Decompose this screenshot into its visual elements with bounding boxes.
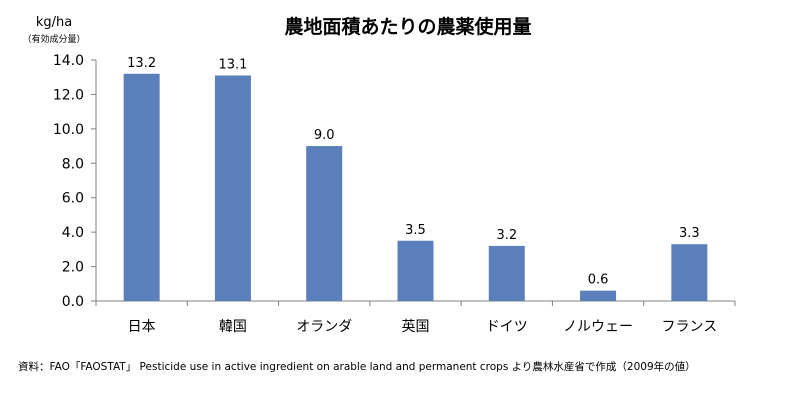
category-label: 韓国 [219,319,247,335]
y-tick-label: 12.0 [53,87,84,103]
y-tick-label: 2.0 [62,260,84,276]
bar [123,73,160,302]
bar [580,290,617,301]
bar [214,75,251,301]
y-axis-unit: kg/ha [36,15,72,30]
y-tick-label: 14.0 [53,53,84,69]
y-tick-label: 8.0 [62,156,84,172]
data-labels: 13.2 13.1 9.0 3.5 3.2 0.6 3.3 [127,56,700,288]
category-label: フランス [661,319,717,335]
data-label: 9.0 [314,128,335,143]
category-label: ドイツ [486,319,528,335]
data-label: 0.6 [588,273,609,288]
y-axis-unit-note: （有効成分量） [22,33,85,45]
y-tick-label: 0.0 [62,294,84,310]
y-tick-labels: 0.0 2.0 4.0 6.0 8.0 10.0 12.0 14.0 [53,53,84,310]
data-label: 3.5 [405,223,426,238]
y-tick-label: 10.0 [53,122,84,138]
data-label: 3.3 [679,226,700,241]
bar [306,146,343,301]
bars [123,73,708,302]
source-note: 資料：FAO「FAOSTAT」 Pesticide use in active … [18,360,696,373]
data-label: 3.2 [496,228,517,243]
category-label: 英国 [402,318,430,335]
chart-title: 農地面積あたりの農薬使用量 [284,15,531,38]
y-tick-label: 6.0 [62,191,84,207]
category-label: オランダ [296,319,352,335]
y-tick-label: 4.0 [62,225,84,241]
category-label: 日本 [128,319,156,335]
data-label: 13.2 [127,56,156,71]
bar [397,240,434,301]
bar [488,245,525,301]
category-labels: 日本 韓国 オランダ 英国 ドイツ ノルウェー フランス [128,318,718,335]
category-label: ノルウェー [563,319,633,335]
data-label: 13.1 [218,57,247,72]
bar [671,244,708,301]
